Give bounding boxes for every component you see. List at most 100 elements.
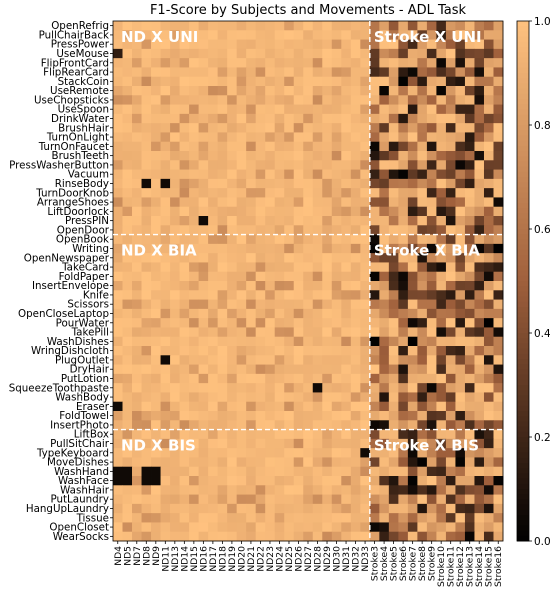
heatmap-cell <box>236 411 247 421</box>
heatmap-cell <box>208 485 219 495</box>
heatmap-cell <box>160 178 171 189</box>
x-tick-label: Stroke12 <box>455 546 466 587</box>
heatmap-cell <box>436 30 447 40</box>
y-tick-label: StackCoin <box>58 76 109 88</box>
heatmap-cell <box>227 429 238 440</box>
heatmap-cell <box>341 262 352 273</box>
heatmap-cell <box>341 522 352 533</box>
heatmap-cell <box>141 327 152 338</box>
heatmap-cell <box>236 234 247 245</box>
heatmap-cell <box>303 503 314 514</box>
heatmap-cell <box>217 95 228 105</box>
heatmap-cell <box>246 104 257 115</box>
heatmap-cell <box>151 123 161 133</box>
heatmap-cell <box>255 373 266 384</box>
heatmap-cell <box>170 197 180 208</box>
heatmap-cell <box>303 346 314 356</box>
heatmap-cell <box>445 494 456 505</box>
heatmap-cell <box>388 262 399 273</box>
heatmap-cell <box>274 225 285 235</box>
heatmap-cell <box>407 178 418 189</box>
heatmap-cell <box>246 318 257 328</box>
heatmap-cell <box>122 290 133 300</box>
x-tick-label: ND21 <box>246 546 257 572</box>
heatmap-cell <box>132 58 142 68</box>
heatmap-cell <box>341 531 352 542</box>
heatmap-cell <box>369 346 380 356</box>
heatmap-cell <box>293 281 304 291</box>
heatmap-cell <box>312 197 323 208</box>
heatmap-cell <box>464 503 475 514</box>
heatmap-cell <box>493 327 504 338</box>
heatmap-cell <box>417 355 428 365</box>
heatmap-cell <box>113 531 123 542</box>
heatmap-cell <box>341 188 352 198</box>
heatmap-cell <box>483 364 494 375</box>
heatmap-cell <box>227 206 238 217</box>
heatmap-cell <box>407 58 418 68</box>
heatmap-cell <box>379 485 390 495</box>
heatmap-cell <box>217 336 228 347</box>
heatmap-cell <box>350 531 361 542</box>
heatmap-cell <box>417 123 428 133</box>
heatmap-cell <box>407 438 418 449</box>
heatmap-cell <box>455 513 466 523</box>
y-tick-label: PressPIN <box>65 215 109 227</box>
heatmap-cell <box>113 494 123 505</box>
heatmap-cell <box>388 206 399 217</box>
heatmap-cell <box>132 160 142 170</box>
heatmap-cell <box>350 513 361 523</box>
heatmap-cell <box>445 141 456 152</box>
heatmap-cell <box>455 448 466 458</box>
heatmap-cell <box>122 281 133 291</box>
heatmap-cell <box>426 383 437 393</box>
heatmap-cell <box>217 299 228 310</box>
heatmap-cell <box>407 113 418 124</box>
heatmap-cell <box>132 67 142 78</box>
heatmap-cell <box>227 95 238 105</box>
heatmap-cell <box>255 485 266 495</box>
heatmap-cell <box>132 225 142 235</box>
heatmap-cell <box>398 132 409 143</box>
heatmap-cell <box>132 30 142 40</box>
heatmap-cell <box>464 151 475 161</box>
colorbar-segment <box>517 338 529 344</box>
heatmap-cell <box>303 206 314 217</box>
heatmap-cell <box>360 151 371 161</box>
heatmap-cell <box>436 132 447 143</box>
heatmap-cell <box>445 429 456 440</box>
heatmap-cell <box>151 178 161 189</box>
heatmap-cell <box>379 438 390 449</box>
y-tick-label: PlugOutlet <box>55 354 109 366</box>
heatmap-cell <box>227 132 238 143</box>
heatmap-cell <box>198 178 209 189</box>
heatmap-cell <box>312 522 323 533</box>
heatmap-cell <box>236 485 247 495</box>
heatmap-cell <box>436 188 447 198</box>
heatmap-cell <box>198 494 209 505</box>
heatmap-cell <box>265 373 276 384</box>
heatmap-cell <box>122 123 133 133</box>
heatmap-cell <box>483 58 494 68</box>
heatmap-cell <box>331 531 342 542</box>
heatmap-cell <box>312 271 323 282</box>
x-tick-label: ND29 <box>322 546 333 572</box>
heatmap-cell <box>236 318 247 328</box>
heatmap-cell <box>303 401 314 412</box>
heatmap-cell <box>255 169 266 180</box>
y-tick-label: WringDishcloth <box>31 345 109 357</box>
heatmap-cell <box>331 67 342 78</box>
heatmap-cell <box>122 271 133 282</box>
heatmap-cell <box>293 373 304 384</box>
heatmap-cell <box>322 346 333 356</box>
heatmap-cell <box>474 160 485 170</box>
heatmap-cell <box>122 21 133 31</box>
heatmap-cell <box>388 503 399 514</box>
heatmap-cell <box>227 30 238 40</box>
heatmap-cell <box>312 21 323 31</box>
heatmap-cell <box>483 383 494 393</box>
heatmap-cell <box>398 160 409 170</box>
heatmap-cell <box>227 39 238 50</box>
heatmap-cell <box>331 522 342 533</box>
